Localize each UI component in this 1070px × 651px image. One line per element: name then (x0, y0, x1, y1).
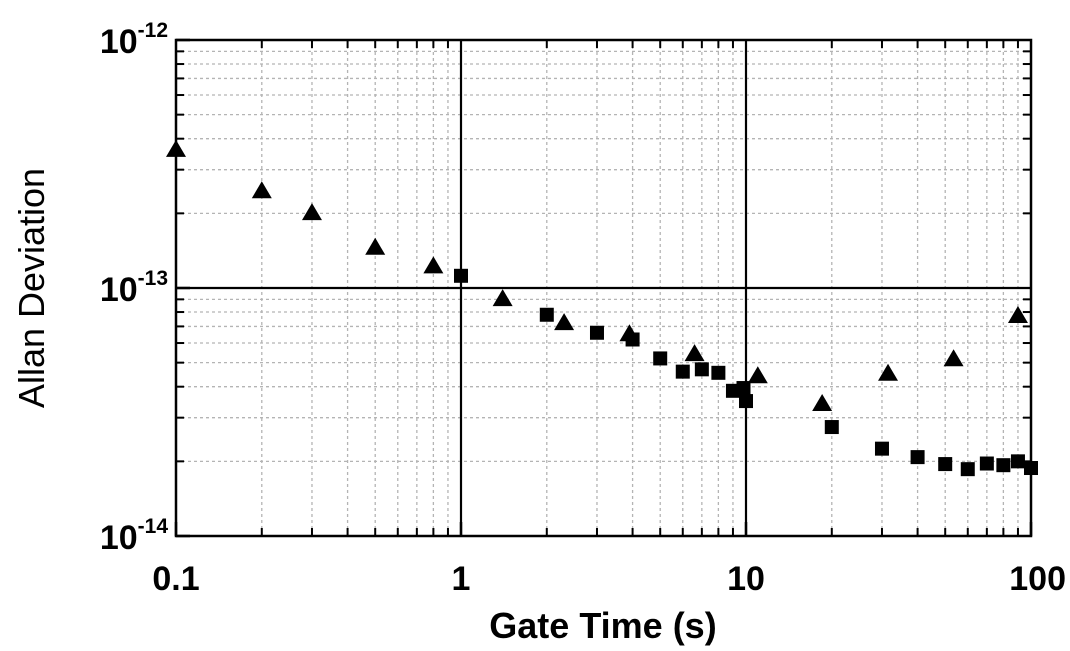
square-marker (996, 458, 1011, 473)
triangle-marker (301, 203, 322, 221)
triangle-marker (423, 256, 444, 274)
axis-ticks (174, 38, 1033, 538)
square-marker (960, 462, 975, 477)
triangle-marker (492, 289, 513, 307)
square-marker (739, 394, 753, 409)
triangle-marker (1007, 305, 1028, 323)
x-tick-labels: 0.1 1 10 100 (152, 560, 1066, 598)
square-marker (625, 332, 640, 347)
y-tick-base: 10 (100, 519, 138, 557)
y-tick-exponent: -12 (138, 19, 168, 42)
y-tick-exponent: -14 (138, 515, 169, 538)
triangle-marker (684, 344, 705, 362)
square-marker (653, 351, 668, 366)
square-marker (938, 457, 953, 472)
square-marker (1024, 461, 1038, 476)
square-marker (725, 383, 740, 398)
y-tick-label: 10-13 (100, 267, 168, 309)
square-marker (979, 456, 994, 471)
square-marker (711, 365, 726, 380)
major-grid (176, 40, 1031, 536)
y-tick-exponent: -13 (138, 267, 168, 290)
x-tick-label: 0.1 (152, 560, 199, 598)
x-tick-label: 100 (1009, 560, 1066, 598)
triangle-marker (554, 313, 575, 331)
x-tick-label: 10 (727, 560, 765, 598)
square-marker (1010, 454, 1025, 469)
square-marker (736, 381, 751, 396)
square-marker (824, 420, 839, 435)
y-tick-base: 10 (100, 23, 138, 61)
square-marker (454, 268, 468, 283)
x-tick-label: 1 (452, 560, 471, 598)
triangle-marker (365, 237, 386, 255)
y-tick-label: 10-12 (100, 19, 168, 61)
triangle-marker (251, 181, 272, 199)
y-tick-base: 10 (100, 271, 138, 309)
data-markers (166, 139, 1038, 477)
y-tick-label: 10-14 (100, 515, 169, 557)
square-marker (910, 450, 925, 465)
triangle-marker (943, 349, 964, 367)
square-marker (675, 364, 690, 379)
square-marker (694, 362, 709, 377)
x-axis-title: Gate Time (s) (489, 605, 716, 646)
square-marker (589, 325, 604, 340)
triangle-marker (747, 366, 768, 384)
square-marker (874, 441, 889, 456)
y-axis-title: Allan Deviation (11, 168, 52, 408)
triangle-marker (166, 139, 186, 157)
triangle-marker (812, 393, 833, 411)
triangle-marker (878, 363, 899, 381)
square-marker (539, 307, 554, 322)
